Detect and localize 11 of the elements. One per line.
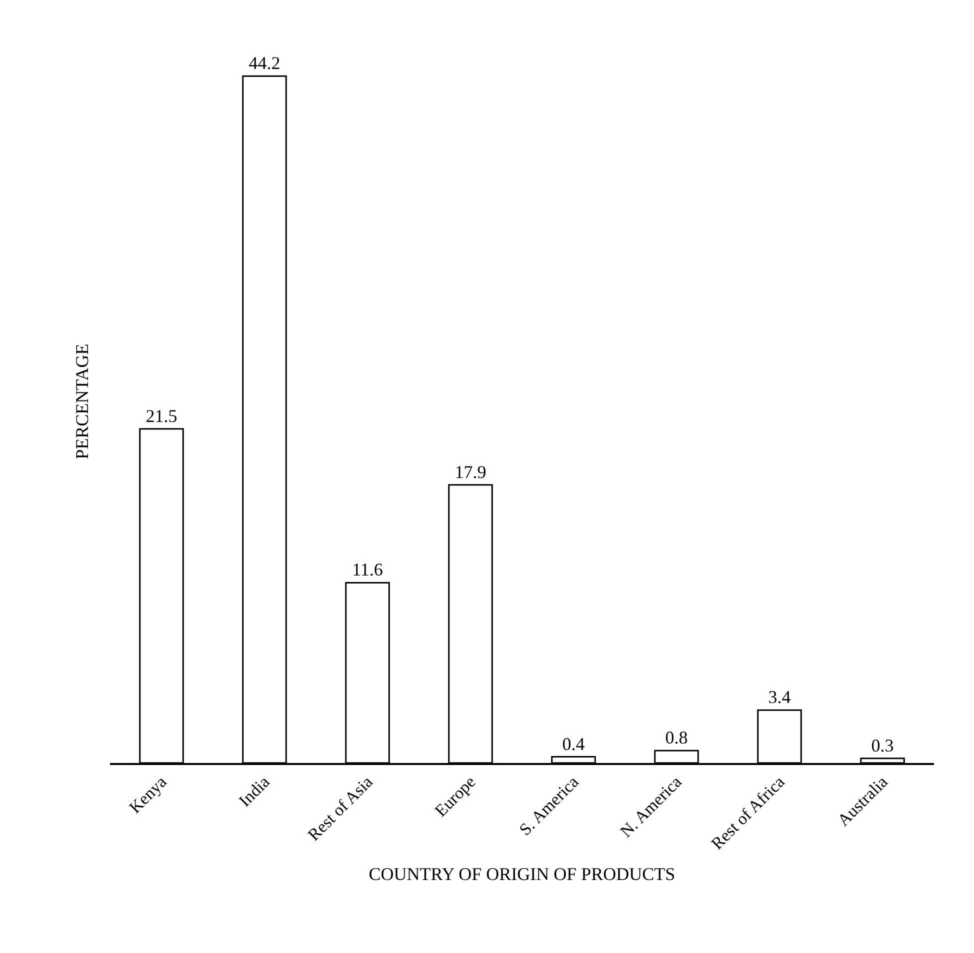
data-label: 21.5 — [146, 406, 178, 426]
data-label: 0.8 — [665, 728, 688, 748]
data-label: 3.4 — [768, 687, 791, 708]
x-tick-label: Rest of Asia — [304, 772, 377, 845]
data-label: 0.4 — [562, 734, 585, 754]
data-label: 17.9 — [454, 462, 486, 482]
data-label: 11.6 — [352, 560, 383, 580]
x-axis-title: COUNTRY OF ORIGIN OF PRODUCTS — [368, 864, 676, 884]
data-label: 0.3 — [871, 735, 894, 756]
data-label: 44.2 — [248, 53, 280, 74]
y-axis-title: PERCENTAGE — [72, 344, 92, 460]
